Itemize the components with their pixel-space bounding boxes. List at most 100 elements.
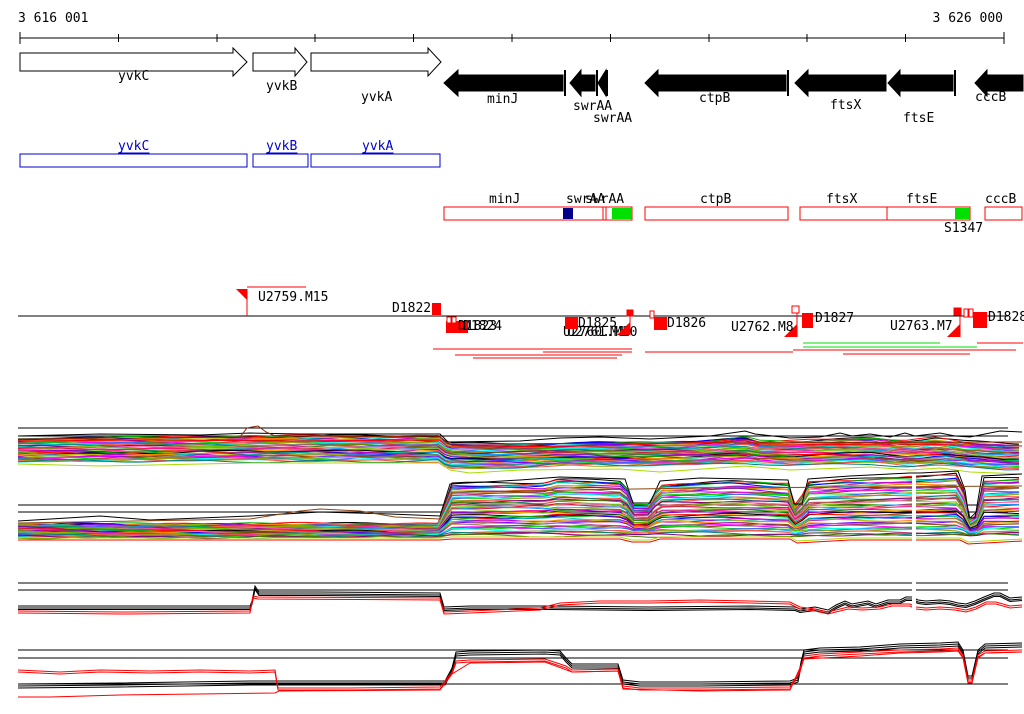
expression-outlier-line	[18, 536, 1023, 543]
panel-expression-minus-strand	[17, 470, 1023, 545]
promoter-flag[interactable]	[236, 289, 247, 300]
expression-outlier-line	[17, 430, 1023, 443]
gene-arrow-label-cccB[interactable]: cccB	[975, 90, 1006, 105]
feature-label-D1823: D1823	[458, 319, 497, 334]
coordinate-start-label: 3 616 001	[18, 11, 89, 26]
feature-label-U2763.M7: U2763.M7	[890, 319, 953, 334]
promoter-flag[interactable]	[617, 322, 630, 335]
signal-line	[18, 586, 1023, 613]
gene-arrow-label-ctpB[interactable]: ctpB	[699, 91, 730, 106]
operon-label-ftsE: ftsE	[906, 192, 937, 207]
feature-label-U2759.M15: U2759.M15	[258, 290, 328, 305]
gene-arrow-label-yvkB[interactable]: yvkB	[266, 79, 297, 94]
gene-arrow-reverse-swrAA[interactable]	[569, 68, 596, 98]
gene-arrow-label-yvkC[interactable]: yvkC	[118, 69, 149, 84]
terminator-box-D1827[interactable]	[802, 313, 813, 328]
terminator-box-D1823[interactable]	[446, 321, 468, 333]
promoter-flag[interactable]	[784, 324, 797, 337]
gene-box-label-yvkB[interactable]: yvkB	[266, 139, 297, 154]
panel-tiling-array-plus	[17, 582, 1023, 615]
gene-box-yvkA[interactable]	[310, 153, 441, 168]
promoter-cap	[791, 305, 800, 314]
expression-line	[17, 515, 1020, 536]
ruler-track	[19, 32, 1005, 44]
expression-outlier-line	[17, 462, 1023, 475]
feature-label-U2762.M8: U2762.M8	[731, 320, 794, 335]
gene-box-label-yvkA[interactable]: yvkA	[362, 139, 393, 154]
expression-line	[17, 512, 1020, 535]
missing-data-gap	[912, 474, 916, 612]
overlapping-feature-label: U2760.M1	[563, 325, 626, 340]
terminator-box-D1822[interactable]	[432, 303, 441, 315]
signal-line	[18, 588, 1023, 615]
operon-segment	[563, 208, 573, 219]
feature-label-D1822: D1822	[392, 301, 431, 316]
operon-box[interactable]	[799, 206, 971, 221]
gene-arrow-label-yvkA[interactable]: yvkA	[361, 90, 392, 105]
terminator-tick	[451, 316, 457, 324]
gene-box-yvkC[interactable]	[19, 153, 248, 168]
signal-line	[17, 597, 1023, 615]
gene-arrow-label-swrAA[interactable]: swrAA	[593, 111, 632, 126]
feature-label-D1827: D1827	[815, 311, 854, 326]
signal-line	[18, 584, 1023, 611]
gene-arrow-label-ftsX[interactable]: ftsX	[830, 98, 861, 113]
gene-arrow-reverse-ftsX[interactable]	[794, 68, 887, 98]
gene-arrow-forward-yvkA[interactable]	[310, 46, 442, 78]
signal-line	[18, 650, 1023, 698]
coordinate-end-label: 3 626 000	[932, 11, 1003, 26]
gene-arrow-forward-yvkB[interactable]	[252, 46, 308, 78]
gene-box-track: yvkC yvkB yvkA	[19, 139, 441, 168]
terminator-box-D1825[interactable]	[565, 317, 578, 329]
gene-arrow-forward-yvkC[interactable]	[19, 46, 248, 78]
expression-line	[17, 436, 1019, 450]
operon-label-swrAA: swrAA	[566, 192, 605, 207]
gene-arrow-label-swrAA[interactable]: swrAA	[573, 99, 612, 114]
operon-label-ftsX: ftsX	[826, 192, 857, 207]
operon-box[interactable]	[443, 206, 633, 221]
panel-tiling-array-minus	[17, 641, 1023, 698]
operon-label-S1347: S1347	[944, 221, 983, 236]
operon-label-ctpB: ctpB	[700, 192, 731, 207]
promoter-cap	[626, 309, 634, 317]
gene-box-label-yvkC[interactable]: yvkC	[118, 139, 149, 154]
expression-line	[17, 495, 1020, 532]
feature-label-D1824: D1824	[463, 319, 502, 334]
expression-outlier-line	[17, 485, 1023, 524]
operon-box[interactable]	[644, 206, 789, 221]
gene-box-yvkB[interactable]	[252, 153, 309, 168]
gene-arrow-reverse-minJ[interactable]	[443, 68, 564, 98]
operon-label-minJ: minJ	[489, 192, 520, 207]
promoter-flag[interactable]	[947, 324, 960, 337]
gene-arrow-label-minJ[interactable]: minJ	[487, 92, 518, 107]
gene-arrow-reverse-cccB[interactable]	[974, 68, 1024, 98]
gene-arrow-reverse-ctpB[interactable]	[644, 68, 787, 98]
expression-line	[18, 446, 1020, 458]
gene-arrow-reverse-swrAA[interactable]	[597, 68, 608, 98]
expression-line	[17, 453, 1020, 465]
expression-outlier-line	[18, 538, 1023, 545]
terminator-box-D1828[interactable]	[973, 312, 987, 328]
gene-arrow-reverse-ftsE[interactable]	[887, 68, 954, 98]
terminator-tick	[446, 316, 452, 324]
expression-outlier-line	[17, 439, 1023, 448]
terminator-box-D1826[interactable]	[654, 317, 667, 330]
terminator-tick	[963, 308, 969, 318]
promoter-cap	[953, 307, 962, 316]
panel-expression-plus-strand	[17, 425, 1023, 475]
feature-label-D1826: D1826	[667, 316, 706, 331]
expression-line	[17, 489, 1020, 530]
operon-label-swrAA: swrAA	[585, 192, 624, 207]
operon-segment	[612, 208, 632, 219]
gene-arrow-label-ftsE[interactable]: ftsE	[903, 111, 934, 126]
white-gap-overlay	[912, 474, 916, 612]
signal-line	[17, 647, 1023, 689]
operon-label-cccB: cccB	[985, 192, 1016, 207]
operon-box[interactable]	[984, 206, 1023, 221]
overlapping-feature-label: U2761.M10	[567, 325, 637, 340]
